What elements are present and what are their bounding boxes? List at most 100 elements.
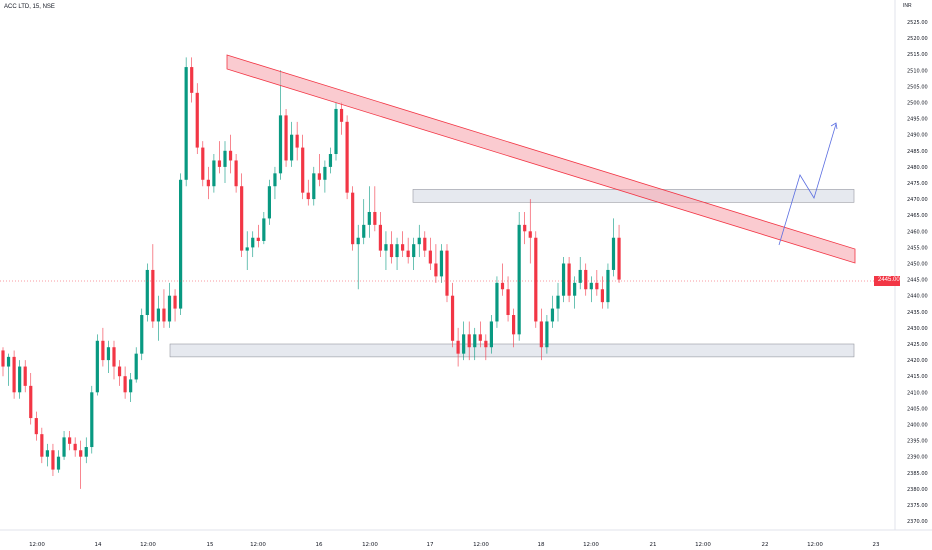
candle-body <box>245 247 249 251</box>
y-tick-label: 2495.00 <box>907 117 928 123</box>
candle <box>561 257 566 303</box>
candle <box>201 141 205 187</box>
candle-body <box>489 321 493 348</box>
candle <box>51 443 55 477</box>
candle-body <box>556 295 560 309</box>
candle-body <box>450 295 455 341</box>
candle-body <box>506 289 510 316</box>
x-tick-label: 15 <box>207 542 214 548</box>
candle-body <box>473 334 477 348</box>
candle-body <box>306 192 310 200</box>
candle <box>129 372 133 402</box>
candle-body <box>73 443 77 451</box>
y-tick-label: 2520.00 <box>907 36 928 42</box>
candle-body <box>290 134 294 161</box>
candle <box>523 211 527 245</box>
candle-body <box>278 115 283 174</box>
candle <box>539 308 543 361</box>
candle-body <box>334 108 338 155</box>
candle-body <box>384 244 388 251</box>
candle <box>106 340 111 373</box>
candle-body <box>600 289 604 303</box>
candle-body <box>317 173 321 180</box>
y-axis[interactable]: 2525.00 2520.00 2515.00 2510.00 2505.00 2500.… <box>894 0 928 530</box>
candle <box>240 173 244 258</box>
candle-body <box>195 92 199 148</box>
candle <box>345 115 349 200</box>
candle-body <box>206 179 210 187</box>
candle <box>95 334 99 396</box>
candle <box>40 427 44 464</box>
candle-body <box>351 192 355 245</box>
candle-body <box>1 350 5 367</box>
candle-body <box>323 166 327 180</box>
candle-body <box>62 437 66 457</box>
candle-body <box>523 224 527 232</box>
candle <box>156 295 160 341</box>
candle-body <box>467 334 471 348</box>
candle-body <box>162 308 166 322</box>
x-tick-label: 17 <box>427 542 434 548</box>
candle-body <box>611 237 616 270</box>
y-tick-label: 2515.00 <box>907 52 928 58</box>
candle <box>112 340 116 380</box>
candle-body <box>190 67 194 93</box>
candle-body <box>12 356 16 393</box>
candle-body <box>140 315 144 354</box>
x-tick-label: 12:00 <box>695 542 711 548</box>
candle <box>123 366 127 399</box>
candle <box>262 211 266 245</box>
candle <box>317 154 321 187</box>
x-axis[interactable]: 12:00 14 12:00 15 12:00 16 12:00 17 12:00 18 12:00… <box>0 529 932 548</box>
y-tick-label: 2385.00 <box>907 471 928 477</box>
y-tick-label: 2465.00 <box>907 213 928 219</box>
candle-body <box>173 295 177 309</box>
y-tick-label: 2510.00 <box>907 68 928 74</box>
candle-body <box>51 450 55 470</box>
candle-body <box>484 340 488 348</box>
y-tick-label: 2380.00 <box>907 487 928 493</box>
candle <box>401 231 405 258</box>
candle <box>534 231 538 328</box>
candle-body <box>356 237 360 245</box>
candle-body <box>273 173 277 187</box>
candle-body <box>584 269 588 290</box>
candle-body <box>362 224 366 238</box>
candle-body <box>595 282 599 290</box>
candle-body <box>373 211 377 225</box>
candle-body <box>6 356 11 367</box>
candle-body <box>151 269 155 322</box>
x-tick-label: 12:00 <box>140 542 156 548</box>
candle <box>190 57 194 103</box>
y-tick-label: 2470.00 <box>907 197 928 203</box>
candle-body <box>345 121 349 193</box>
candle <box>378 211 382 258</box>
candle <box>595 269 599 296</box>
candle-body <box>40 434 44 457</box>
candle <box>145 263 149 322</box>
candle-body <box>378 224 382 251</box>
candle-body <box>301 147 305 193</box>
candle <box>306 179 310 206</box>
x-tick-label: 16 <box>316 542 323 548</box>
candle <box>412 237 416 270</box>
candle <box>434 244 438 283</box>
candle <box>334 102 338 161</box>
candle-body <box>79 450 83 457</box>
candle <box>29 372 33 425</box>
candle <box>228 134 233 174</box>
candle <box>234 154 238 193</box>
candle-body <box>201 147 205 180</box>
candle <box>173 289 177 322</box>
candle <box>162 289 166 328</box>
y-tick-label: 2450.00 <box>907 262 928 268</box>
candle <box>617 224 621 283</box>
candle-body <box>417 237 421 245</box>
candle <box>151 244 155 328</box>
candle-body <box>389 244 394 258</box>
candle <box>478 321 482 348</box>
trendline-band-layer <box>226 54 856 264</box>
candle <box>406 237 410 264</box>
candle-body <box>262 218 266 241</box>
